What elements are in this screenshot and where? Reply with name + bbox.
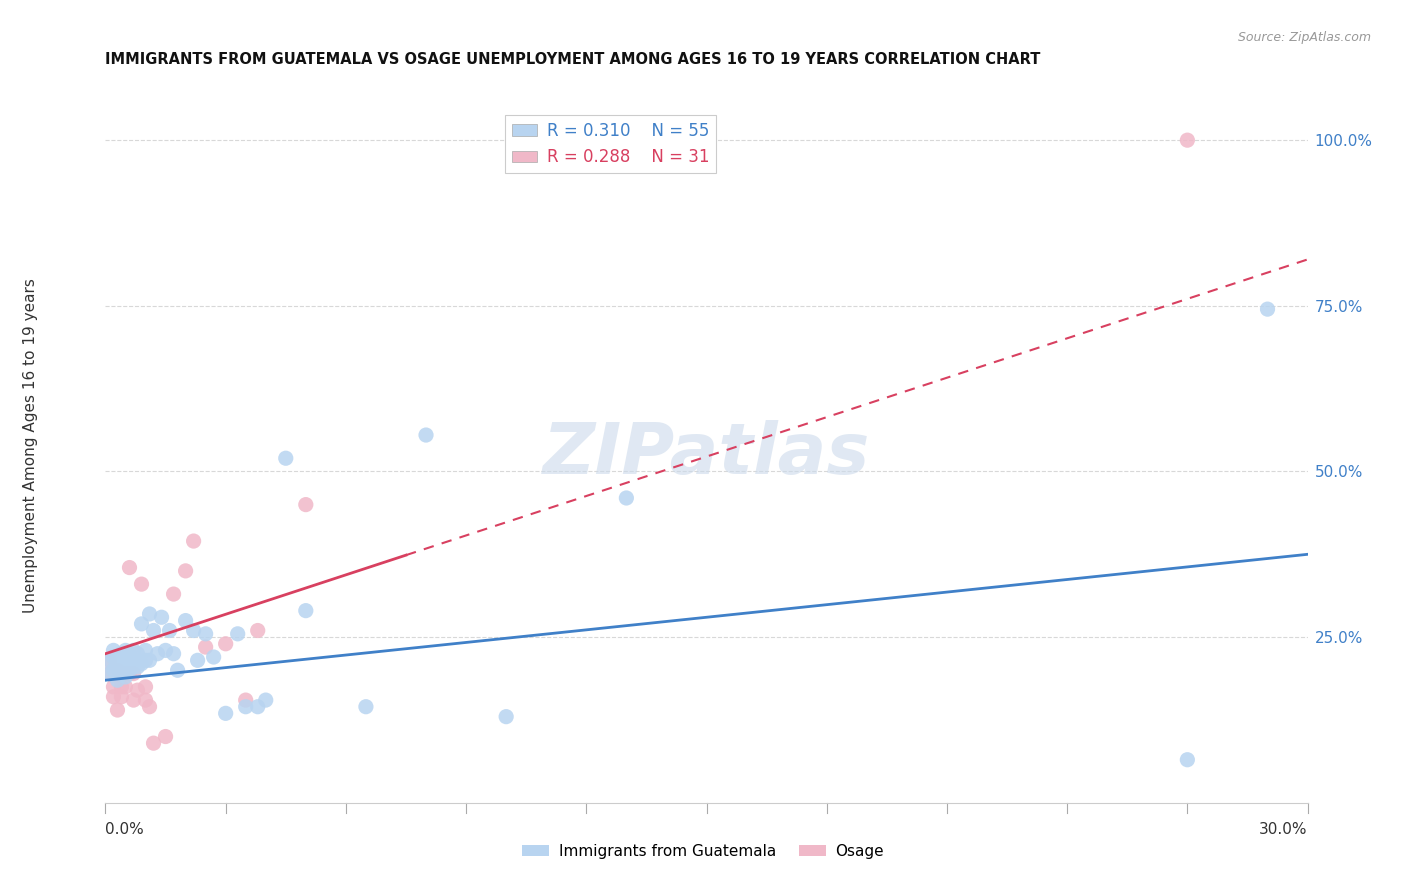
Text: IMMIGRANTS FROM GUATEMALA VS OSAGE UNEMPLOYMENT AMONG AGES 16 TO 19 YEARS CORREL: IMMIGRANTS FROM GUATEMALA VS OSAGE UNEMP… (105, 52, 1040, 67)
Point (98, 666, 121, 681)
Point (174, 614, 197, 628)
Point (103, 650, 125, 665)
Point (131, 657, 153, 671)
Point (114, 643, 136, 657)
Text: Unemployment Among Ages 16 to 19 years: Unemployment Among Ages 16 to 19 years (24, 278, 38, 614)
Point (138, 699, 160, 714)
Point (103, 663, 125, 677)
Legend: R = 0.310    N = 55, R = 0.288    N = 31: R = 0.310 N = 55, R = 0.288 N = 31 (505, 115, 716, 173)
Point (107, 663, 129, 677)
Point (110, 690, 132, 704)
Point (166, 663, 188, 677)
Point (135, 693, 157, 707)
Point (107, 653, 129, 667)
Point (131, 577, 153, 591)
Point (98, 653, 121, 667)
Point (98, 653, 121, 667)
Point (174, 564, 197, 578)
Point (114, 663, 136, 677)
Text: ZIPatlas: ZIPatlas (543, 420, 870, 490)
Point (118, 666, 141, 681)
Point (118, 663, 141, 677)
Point (110, 647, 132, 661)
Point (122, 653, 145, 667)
Point (1177, 753, 1199, 767)
Text: 30.0%: 30.0% (1260, 822, 1308, 837)
Point (131, 616, 153, 631)
Point (114, 680, 136, 694)
Point (114, 653, 136, 667)
Point (110, 666, 132, 681)
Point (616, 491, 638, 505)
Point (155, 730, 177, 744)
Point (142, 624, 165, 638)
Point (146, 647, 169, 661)
Point (226, 627, 249, 641)
Point (183, 624, 205, 638)
Point (103, 690, 125, 704)
Point (118, 647, 141, 661)
Point (122, 693, 145, 707)
Point (214, 706, 236, 721)
Point (194, 640, 217, 654)
Point (1257, 302, 1279, 317)
Point (114, 666, 136, 681)
Point (122, 666, 145, 681)
Point (135, 680, 157, 694)
Point (98, 666, 121, 681)
Point (110, 666, 132, 681)
Point (135, 643, 157, 657)
Point (246, 699, 269, 714)
Point (135, 653, 157, 667)
Text: 0.0%: 0.0% (105, 822, 145, 837)
Point (118, 653, 141, 667)
Point (122, 643, 145, 657)
Point (107, 673, 129, 688)
Point (107, 703, 129, 717)
Point (202, 650, 225, 665)
Point (127, 683, 149, 698)
Point (1177, 133, 1199, 147)
Point (103, 680, 125, 694)
Point (295, 604, 318, 618)
Point (354, 699, 377, 714)
Point (127, 647, 149, 661)
Point (150, 610, 173, 624)
Point (295, 498, 318, 512)
Point (107, 660, 129, 674)
Point (162, 647, 184, 661)
Point (159, 624, 181, 638)
Point (142, 736, 165, 750)
Point (187, 653, 209, 667)
Point (110, 657, 132, 671)
Point (110, 680, 132, 694)
Point (415, 428, 437, 442)
Point (103, 643, 125, 657)
Point (235, 699, 257, 714)
Point (254, 693, 277, 707)
Point (214, 637, 236, 651)
Text: Source: ZipAtlas.com: Source: ZipAtlas.com (1237, 31, 1371, 45)
Point (127, 653, 149, 667)
Legend: Immigrants from Guatemala, Osage: Immigrants from Guatemala, Osage (516, 838, 890, 864)
Point (235, 693, 257, 707)
Point (274, 451, 297, 466)
Point (162, 587, 184, 601)
Point (183, 534, 205, 549)
Point (138, 653, 160, 667)
Point (122, 660, 145, 674)
Point (127, 660, 149, 674)
Point (138, 607, 160, 621)
Point (118, 560, 141, 574)
Point (155, 643, 177, 657)
Point (194, 627, 217, 641)
Point (495, 709, 517, 723)
Point (114, 670, 136, 684)
Point (246, 624, 269, 638)
